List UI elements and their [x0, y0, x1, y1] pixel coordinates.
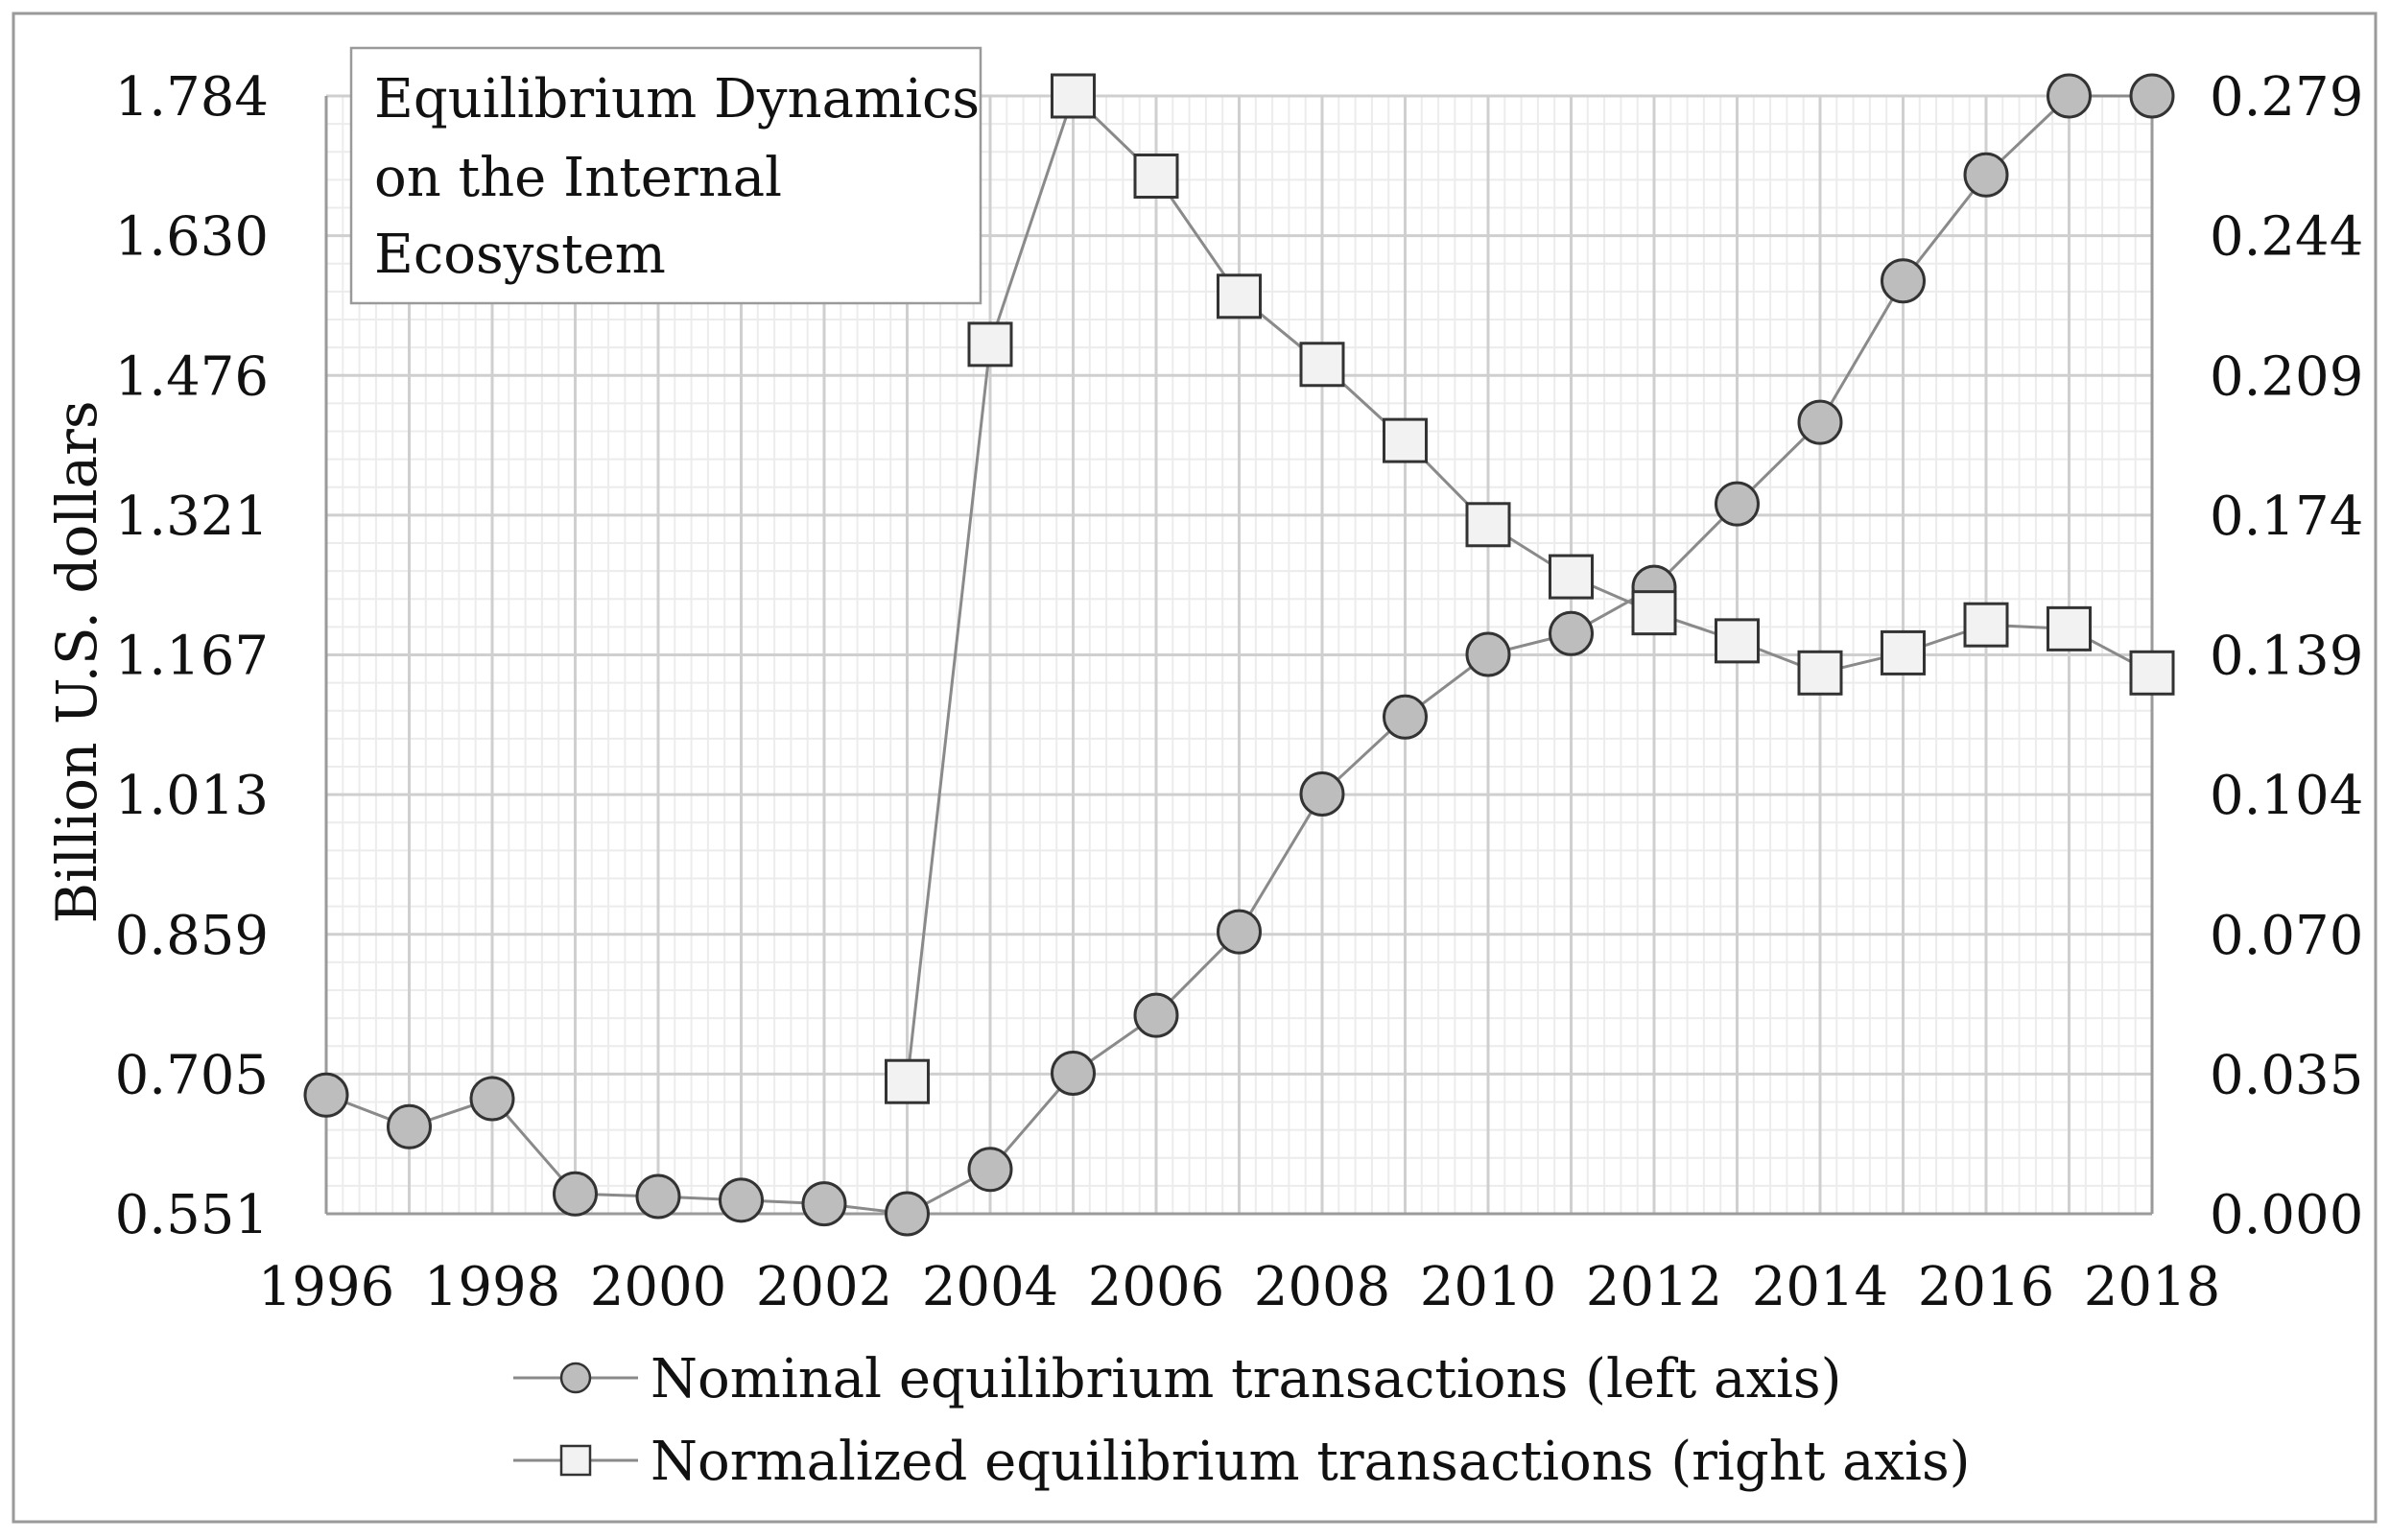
y-tick-label-left: 1.476 — [115, 345, 269, 408]
legend: Nominal equilibrium transactions (left a… — [513, 1348, 1971, 1493]
y-tick-label-left: 1.013 — [115, 765, 269, 827]
y-axis-title: Billion U.S. dollars — [44, 400, 109, 923]
data-point-normalized-2007 — [1217, 273, 1262, 320]
data-point-nominal-2006 — [1133, 992, 1179, 1038]
series-line-normalized — [906, 93, 2153, 1082]
data-point-nominal-2016 — [1963, 152, 2009, 198]
chart-title-frame — [349, 46, 982, 305]
data-point-nominal-2009 — [1383, 694, 1428, 740]
data-point-normalized-2016 — [1963, 602, 2009, 648]
data-point-normalized-2013 — [1715, 618, 1760, 664]
y-tick-label-right: 0.139 — [2210, 626, 2363, 688]
x-tick-label: 2012 — [1586, 1256, 1723, 1318]
data-point-nominal-2014 — [1797, 399, 1843, 445]
data-point-normalized-2008 — [1299, 342, 1345, 388]
x-tick-label: 2014 — [1752, 1256, 1889, 1318]
x-tick-label: 2016 — [1918, 1256, 2055, 1318]
x-tick-label: 2010 — [1420, 1256, 1557, 1318]
y-tick-label-left: 0.551 — [115, 1184, 269, 1246]
data-point-nominal-1999 — [553, 1171, 598, 1217]
data-point-normalized-2004 — [967, 321, 1013, 367]
data-point-normalized-2003 — [885, 1058, 930, 1104]
data-point-nominal-2003 — [885, 1191, 930, 1237]
data-point-normalized-2006 — [1133, 154, 1179, 200]
y-tick-label-left: 1.321 — [115, 486, 269, 548]
data-point-nominal-2018 — [2129, 73, 2175, 119]
legend-label-nominal: Nominal equilibrium transactions (left a… — [651, 1348, 1842, 1410]
y-tick-label-left: 0.705 — [115, 1044, 269, 1106]
series-layer — [303, 73, 2175, 1237]
data-point-nominal-2004 — [967, 1147, 1013, 1193]
legend-label-normalized: Normalized equilibrium transactions (rig… — [651, 1431, 1971, 1493]
data-point-nominal-2001 — [719, 1177, 764, 1223]
x-tick-label: 2002 — [756, 1256, 893, 1318]
data-point-normalized-2014 — [1797, 650, 1843, 696]
chart-title-line-3: Ecosystem — [374, 224, 666, 286]
x-tick-label: 2008 — [1254, 1256, 1391, 1318]
legend-item-nominal: Nominal equilibrium transactions (left a… — [513, 1348, 1842, 1410]
data-point-normalized-2011 — [1549, 554, 1594, 600]
chart-title-line-2: on the Internal — [374, 147, 782, 209]
data-point-nominal-2017 — [2047, 73, 2092, 119]
data-point-nominal-2000 — [635, 1173, 681, 1220]
data-point-nominal-2010 — [1465, 631, 1511, 677]
data-point-normalized-2005 — [1051, 73, 1096, 119]
y-tick-label-right: 0.070 — [2210, 905, 2363, 967]
y-tick-label-left: 1.784 — [115, 66, 269, 129]
y-tick-label-left: 0.859 — [115, 905, 269, 967]
y-tick-label-right: 0.174 — [2210, 486, 2363, 548]
data-point-nominal-2013 — [1715, 481, 1760, 527]
y-tick-label-right: 0.244 — [2210, 206, 2363, 269]
data-point-nominal-1996 — [303, 1072, 349, 1118]
x-tick-label: 1996 — [258, 1256, 395, 1318]
x-tick-label: 1998 — [424, 1256, 561, 1318]
data-point-nominal-2002 — [801, 1181, 847, 1227]
y-tick-label-right: 0.035 — [2210, 1044, 2363, 1106]
data-point-nominal-2011 — [1549, 610, 1594, 656]
data-point-nominal-2005 — [1051, 1051, 1096, 1097]
data-point-nominal-2007 — [1217, 909, 1262, 955]
x-tick-label: 2018 — [2084, 1256, 2221, 1318]
legend-marker-circle — [559, 1362, 592, 1394]
y-tick-label-right: 0.279 — [2210, 66, 2363, 129]
data-point-nominal-2015 — [1881, 258, 1926, 304]
tick-labels: 0.551 0.705 0.859 1.013 1.167 1.321 1.476 1.630… — [115, 66, 2364, 1318]
y-tick-label-right: 0.209 — [2210, 345, 2363, 408]
y-tick-label-left: 1.630 — [115, 206, 269, 269]
chart-title-line-1: Equilibrium Dynamics — [374, 68, 980, 130]
data-point-nominal-2008 — [1299, 771, 1345, 817]
y-tick-label-right: 0.104 — [2210, 765, 2363, 827]
data-point-nominal-1997 — [387, 1103, 432, 1149]
data-point-nominal-1998 — [469, 1076, 515, 1122]
y-tick-label-left: 1.167 — [115, 626, 269, 688]
x-tick-label: 2000 — [590, 1256, 727, 1318]
legend-marker-square — [559, 1444, 592, 1477]
x-tick-label: 2006 — [1088, 1256, 1225, 1318]
y-tick-label-right: 0.000 — [2210, 1184, 2363, 1246]
x-tick-label: 2004 — [922, 1256, 1059, 1318]
legend-item-normalized: Normalized equilibrium transactions (rig… — [513, 1431, 1971, 1493]
data-point-normalized-2015 — [1881, 629, 1926, 675]
chart-title-box: Equilibrium Dynamics on the Internal Eco… — [349, 46, 982, 305]
data-point-normalized-2009 — [1383, 417, 1428, 463]
data-point-normalized-2010 — [1465, 502, 1511, 548]
data-point-normalized-2018 — [2129, 650, 2175, 696]
data-point-normalized-2012 — [1631, 590, 1677, 636]
data-point-normalized-2017 — [2047, 605, 2092, 652]
grid-layer — [324, 94, 2154, 1216]
